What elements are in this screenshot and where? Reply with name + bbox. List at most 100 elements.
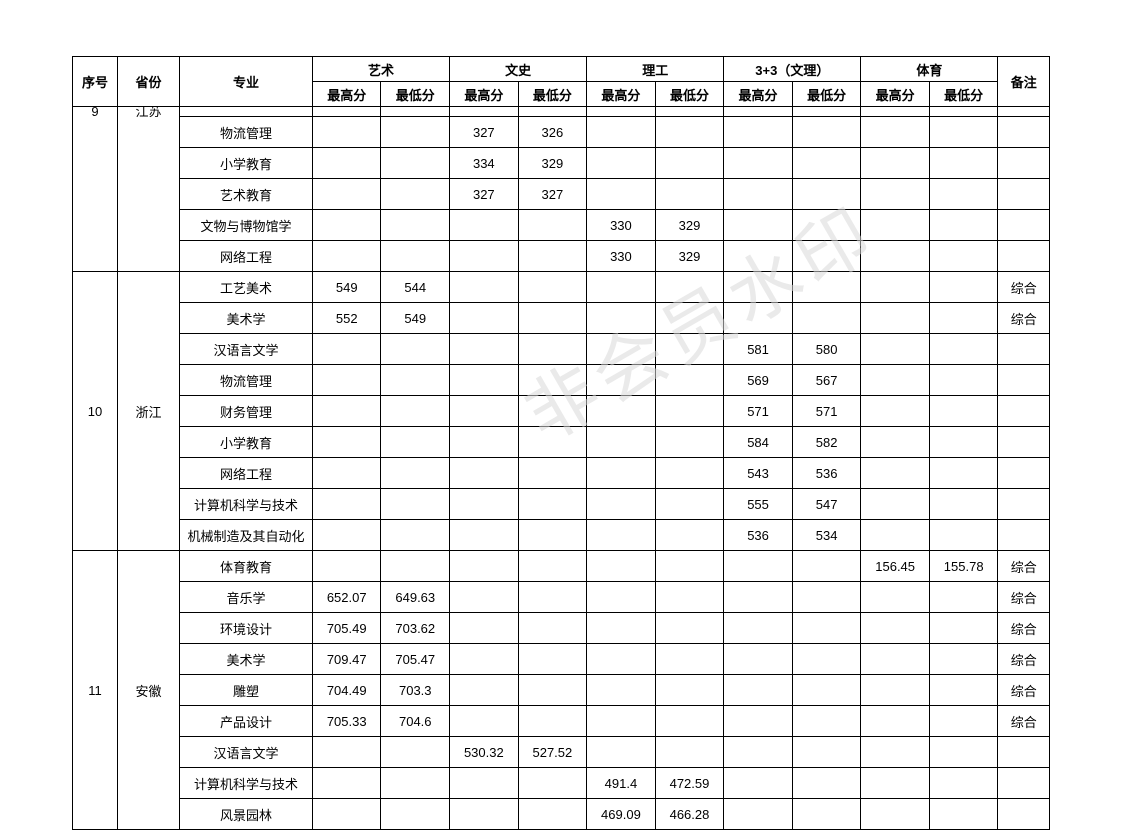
table-row: 10浙江工艺美术549544综合 — [73, 272, 1050, 303]
cell-score-lo — [655, 117, 724, 148]
cell-score-hi — [312, 551, 381, 582]
cell-score-lo: 544 — [381, 272, 450, 303]
cell-score-lo — [655, 675, 724, 706]
cell-cutoff — [587, 107, 656, 117]
cell-score-hi — [861, 458, 930, 489]
cell-remark — [998, 365, 1050, 396]
cell-score-hi — [587, 148, 656, 179]
cell-score-hi — [724, 148, 793, 179]
cell-major: 文物与博物馆学 — [180, 210, 313, 241]
cell-score-hi — [724, 737, 793, 768]
cell-remark — [998, 334, 1050, 365]
cell-score-lo — [518, 644, 587, 675]
cell-score-lo — [929, 241, 998, 272]
cell-score-lo — [518, 706, 587, 737]
cell-remark: 综合 — [998, 644, 1050, 675]
cell-score-lo — [929, 117, 998, 148]
cell-score-lo — [929, 613, 998, 644]
page-container: 非会员水印 序号 省份 专业 艺术 文史 理工 3+3（文理） 体育 备注 — [72, 56, 1050, 830]
hdr-group-tiyu: 体育 — [861, 57, 998, 82]
cell-score-hi — [861, 675, 930, 706]
cell-score-hi: 705.33 — [312, 706, 381, 737]
cell-score-hi: 543 — [724, 458, 793, 489]
cell-remark: 综合 — [998, 272, 1050, 303]
cell-score-hi — [724, 272, 793, 303]
cell-score-hi — [312, 179, 381, 210]
cell-score-lo — [381, 737, 450, 768]
cell-score-hi — [587, 675, 656, 706]
cell-score-lo: 703.3 — [381, 675, 450, 706]
cell-remark — [998, 241, 1050, 272]
cell-score-lo — [518, 551, 587, 582]
cell-score-hi — [312, 241, 381, 272]
cell-score-hi — [587, 520, 656, 551]
cell-score-lo — [929, 303, 998, 334]
cell-score-hi — [724, 706, 793, 737]
cell-score-hi — [861, 334, 930, 365]
cell-score-hi: 530.32 — [450, 737, 519, 768]
cell-major: 工艺美术 — [180, 272, 313, 303]
table-row: 文物与博物馆学330329 — [73, 210, 1050, 241]
cell-score-lo — [518, 334, 587, 365]
cell-remark — [998, 427, 1050, 458]
hdr-3plus3-lo: 最低分 — [792, 82, 861, 107]
table-header: 序号 省份 专业 艺术 文史 理工 3+3（文理） 体育 备注 最高分 最低分 … — [73, 57, 1050, 107]
cell-score-lo — [792, 272, 861, 303]
cell-score-hi — [450, 334, 519, 365]
cell-major: 小学教育 — [180, 148, 313, 179]
cell-score-hi — [450, 613, 519, 644]
cell-score-hi — [312, 737, 381, 768]
cell-score-hi — [724, 179, 793, 210]
table-row: 艺术教育327327 — [73, 179, 1050, 210]
cell-score-lo — [792, 768, 861, 799]
cell-major: 网络工程 — [180, 458, 313, 489]
cell-major: 雕塑 — [180, 675, 313, 706]
cell-index: 10 — [73, 272, 118, 551]
cell-score-lo — [929, 272, 998, 303]
cell-score-lo — [929, 644, 998, 675]
cell-score-lo — [381, 148, 450, 179]
cell-score-hi — [587, 117, 656, 148]
cell-score-hi — [861, 613, 930, 644]
cell-score-hi — [861, 179, 930, 210]
cell-score-lo — [655, 396, 724, 427]
cell-score-lo — [792, 148, 861, 179]
cell-score-lo — [381, 210, 450, 241]
hdr-wenshi-hi: 最高分 — [450, 82, 519, 107]
cell-score-hi — [450, 489, 519, 520]
cell-score-hi: 327 — [450, 179, 519, 210]
cell-score-lo: 326 — [518, 117, 587, 148]
cell-score-hi — [587, 334, 656, 365]
table-row: 物流管理327326 — [73, 117, 1050, 148]
table-row: 环境设计705.49703.62综合 — [73, 613, 1050, 644]
cell-score-hi: 491.4 — [587, 768, 656, 799]
cell-score-lo — [929, 520, 998, 551]
cell-score-lo — [655, 520, 724, 551]
cell-score-hi — [587, 272, 656, 303]
table-row: 产品设计705.33704.6综合 — [73, 706, 1050, 737]
cell-score-hi — [587, 427, 656, 458]
table-row: 机械制造及其自动化536534 — [73, 520, 1050, 551]
cell-score-hi — [312, 396, 381, 427]
cell-score-hi — [587, 551, 656, 582]
cell-score-hi: 469.09 — [587, 799, 656, 830]
cell-score-hi — [724, 582, 793, 613]
hdr-art-lo: 最低分 — [381, 82, 450, 107]
cell-score-hi — [724, 799, 793, 830]
cell-province: 江苏 — [117, 107, 179, 272]
cell-score-hi: 330 — [587, 210, 656, 241]
cell-major: 计算机科学与技术 — [180, 768, 313, 799]
cell-score-lo — [518, 675, 587, 706]
cell-score-lo — [381, 179, 450, 210]
cell-remark — [998, 489, 1050, 520]
cell-score-lo — [518, 303, 587, 334]
cell-remark: 综合 — [998, 551, 1050, 582]
cell-score-hi — [312, 365, 381, 396]
table-row: 小学教育334329 — [73, 148, 1050, 179]
hdr-major: 专业 — [180, 57, 313, 107]
cell-score-lo — [655, 303, 724, 334]
cell-score-lo — [518, 799, 587, 830]
table-row: 汉语言文学530.32527.52 — [73, 737, 1050, 768]
cell-score-hi — [861, 489, 930, 520]
cell-score-lo — [792, 303, 861, 334]
